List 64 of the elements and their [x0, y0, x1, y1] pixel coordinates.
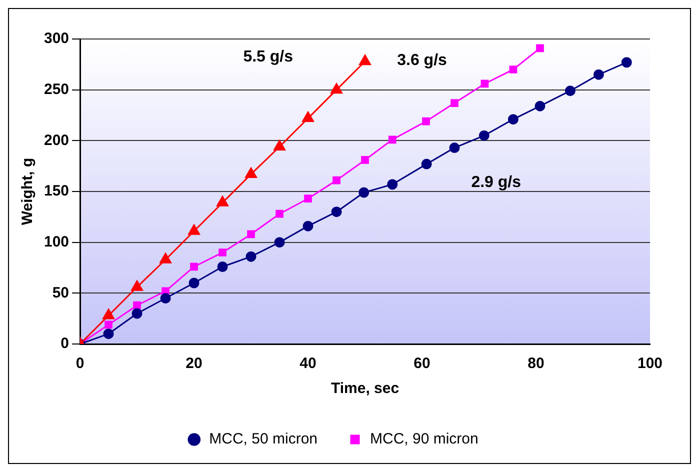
point — [188, 278, 200, 288]
y-axis-title: Weight, g — [19, 158, 36, 226]
annotation: 2.9 g/s — [471, 174, 522, 191]
y-tick-label: 150 — [44, 182, 70, 200]
point — [358, 187, 370, 198]
point — [621, 57, 632, 68]
point — [534, 100, 546, 112]
point — [564, 86, 576, 96]
point — [450, 99, 458, 107]
point — [332, 176, 340, 184]
y-tick-label: 250 — [44, 80, 70, 98]
point — [160, 252, 172, 264]
x-tick-label: 60 — [414, 355, 430, 372]
point — [593, 69, 604, 80]
point — [359, 54, 371, 66]
point — [132, 308, 142, 319]
point — [133, 301, 141, 310]
y-tick-label: 300 — [44, 30, 70, 48]
y-tick-label: 0 — [60, 335, 70, 352]
y-tick-label: 100 — [44, 233, 70, 250]
point — [331, 206, 342, 218]
point — [218, 248, 226, 256]
point — [449, 142, 460, 154]
point — [508, 114, 518, 125]
point — [509, 66, 518, 74]
legend-label: MCC, 50 micron — [209, 430, 318, 448]
point — [274, 237, 285, 248]
x-tick-label: 100 — [637, 355, 663, 372]
point — [217, 261, 228, 272]
point — [387, 179, 398, 190]
y-tick-label: 200 — [44, 132, 70, 149]
annotation: 5.5 g/s — [243, 48, 294, 66]
point — [302, 220, 314, 232]
point — [274, 140, 286, 151]
point — [160, 293, 171, 304]
point — [304, 194, 312, 203]
point — [302, 112, 314, 122]
point — [478, 130, 490, 141]
point — [190, 262, 198, 271]
point — [421, 158, 432, 170]
point — [361, 156, 369, 164]
point — [216, 196, 228, 206]
x-tick-label: 0 — [76, 355, 84, 372]
point — [480, 80, 489, 88]
point — [247, 230, 255, 238]
point — [103, 328, 114, 340]
point — [245, 167, 257, 178]
x-tick-label: 20 — [186, 355, 202, 372]
point — [422, 117, 430, 126]
point — [388, 136, 396, 144]
point — [131, 280, 143, 291]
x-tick-label: 80 — [528, 355, 544, 372]
point — [104, 320, 112, 329]
x-tick-label: 40 — [300, 355, 316, 372]
y-tick-label: 50 — [52, 284, 70, 302]
point — [536, 44, 544, 52]
legend-label: MCC, 90 micron — [370, 430, 478, 448]
x-axis-title: Time, sec — [330, 380, 400, 398]
point — [102, 308, 114, 320]
point — [188, 224, 200, 235]
point — [330, 83, 342, 94]
annotation: 3.6 g/s — [397, 52, 448, 69]
point — [246, 251, 256, 262]
point — [276, 210, 284, 218]
